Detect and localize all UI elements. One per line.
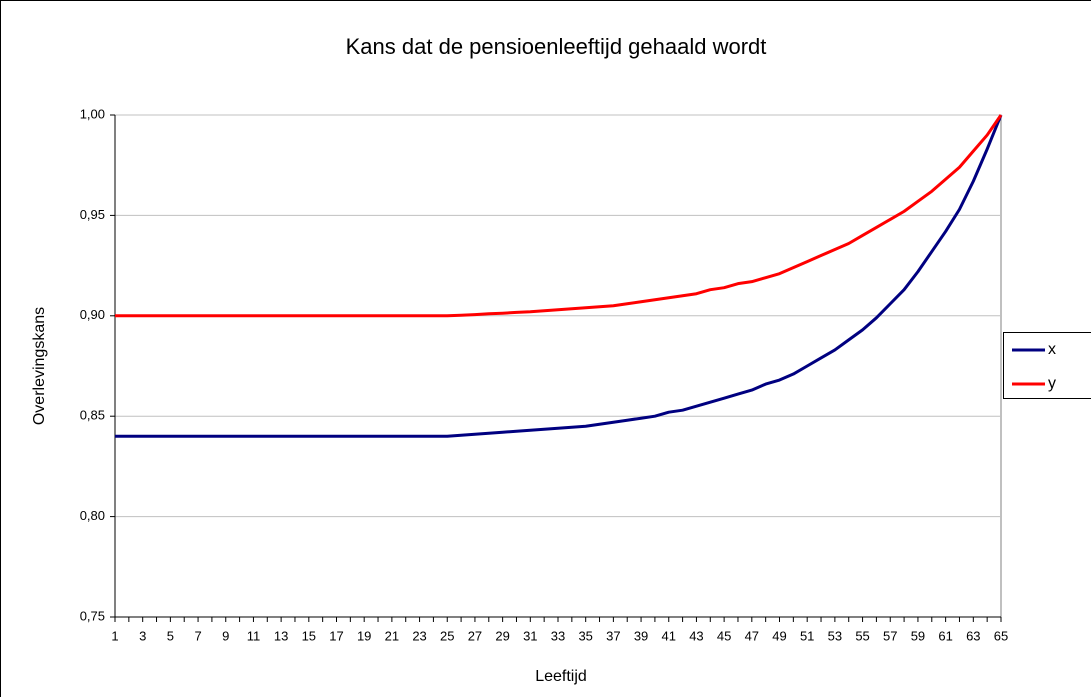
x-tick-label: 33 bbox=[551, 628, 565, 643]
x-tick-label: 3 bbox=[139, 628, 146, 643]
x-tick-label: 63 bbox=[966, 628, 980, 643]
x-tick-label: 45 bbox=[717, 628, 731, 643]
x-tick-label: 19 bbox=[357, 628, 371, 643]
y-tick-label: 0,85 bbox=[80, 408, 105, 423]
x-tick-label: 43 bbox=[689, 628, 703, 643]
x-tick-label: 13 bbox=[274, 628, 288, 643]
x-tick-label: 59 bbox=[911, 628, 925, 643]
x-tick-label: 9 bbox=[222, 628, 229, 643]
y-tick-label: 0,75 bbox=[80, 608, 105, 623]
x-tick-label: 39 bbox=[634, 628, 648, 643]
legend-label: y bbox=[1048, 375, 1056, 392]
x-tick-label: 51 bbox=[800, 628, 814, 643]
x-tick-label: 23 bbox=[412, 628, 426, 643]
x-tick-label: 5 bbox=[167, 628, 174, 643]
x-tick-label: 1 bbox=[111, 628, 118, 643]
x-tick-label: 41 bbox=[662, 628, 676, 643]
x-tick-label: 27 bbox=[468, 628, 482, 643]
x-tick-label: 55 bbox=[855, 628, 869, 643]
legend-box bbox=[1003, 332, 1091, 399]
x-tick-label: 29 bbox=[495, 628, 509, 643]
y-axis-title: Overlevingskans bbox=[31, 307, 48, 425]
x-tick-label: 25 bbox=[440, 628, 454, 643]
series-line bbox=[115, 114, 1003, 438]
x-tick-label: 37 bbox=[606, 628, 620, 643]
x-tick-label: 7 bbox=[194, 628, 201, 643]
x-tick-label: 17 bbox=[329, 628, 343, 643]
x-tick-label: 31 bbox=[523, 628, 537, 643]
x-tick-label: 53 bbox=[828, 628, 842, 643]
x-tick-label: 35 bbox=[578, 628, 592, 643]
x-axis-title: Leeftijd bbox=[535, 668, 587, 685]
x-tick-label: 65 bbox=[994, 628, 1008, 643]
x-tick-label: 11 bbox=[247, 628, 261, 643]
x-tick-label: 47 bbox=[745, 628, 759, 643]
x-tick-label: 49 bbox=[772, 628, 786, 643]
x-tick-label: 61 bbox=[938, 628, 952, 643]
y-tick-label: 0,90 bbox=[80, 307, 105, 322]
y-tick-label: 0,95 bbox=[80, 207, 105, 222]
x-tick-label: 21 bbox=[385, 628, 399, 643]
plot-area bbox=[114, 114, 1002, 618]
chart-title: Kans dat de pensioenleeftijd gehaald wor… bbox=[346, 34, 767, 59]
x-tick-label: 57 bbox=[883, 628, 897, 643]
y-tick-label: 1,00 bbox=[80, 106, 105, 121]
y-tick-label: 0,80 bbox=[80, 508, 105, 523]
series-line bbox=[115, 114, 1003, 318]
legend-label: x bbox=[1048, 341, 1056, 358]
x-tick-label: 15 bbox=[302, 628, 316, 643]
